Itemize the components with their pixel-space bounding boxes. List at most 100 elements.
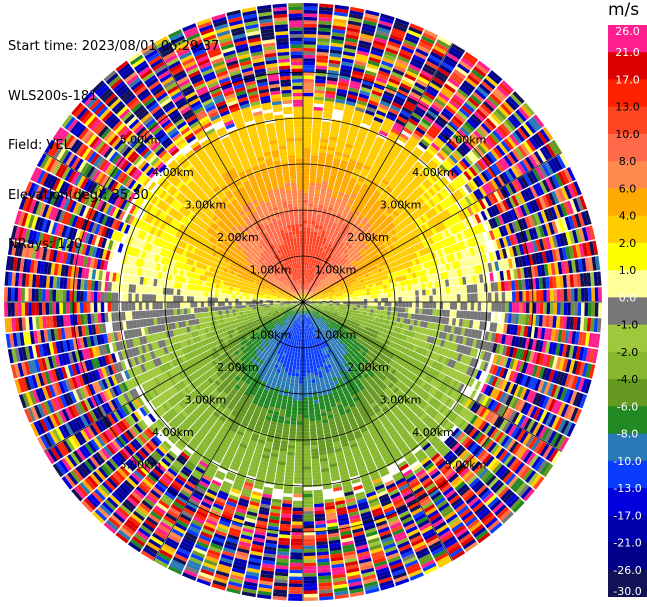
velocity-gate: [482, 243, 489, 253]
velocity-gate: [321, 271, 325, 275]
velocity-gate: [443, 144, 453, 154]
velocity-gate: [442, 86, 454, 96]
velocity-gate: [422, 32, 437, 42]
velocity-gate: [312, 124, 322, 129]
velocity-gate: [371, 164, 380, 172]
velocity-gate: [439, 295, 444, 302]
velocity-gate: [495, 227, 502, 238]
velocity-gate: [442, 58, 456, 69]
velocity-gate: [532, 168, 542, 182]
velocity-gate: [307, 272, 310, 277]
velocity-gate: [434, 73, 447, 83]
velocity-gate: [312, 274, 316, 278]
velocity-gate: [500, 103, 512, 116]
velocity-gate: [363, 256, 369, 262]
velocity-gate: [368, 257, 374, 263]
velocity-gate: [333, 272, 337, 277]
velocity-gate: [404, 174, 413, 183]
velocity-gate: [505, 223, 512, 235]
velocity-gate: [314, 279, 318, 283]
velocity-gate: [307, 217, 312, 221]
velocity-gate: [452, 224, 460, 234]
velocity-gate: [311, 285, 315, 289]
velocity-gate: [326, 288, 331, 292]
velocity-gate: [339, 74, 351, 81]
velocity-gate: [317, 261, 321, 266]
velocity-gate: [331, 225, 336, 231]
velocity-gate: [399, 213, 407, 220]
velocity-gate: [309, 293, 313, 297]
velocity-gate: [364, 161, 373, 168]
velocity-gate: [339, 304, 344, 307]
velocity-gate: [322, 303, 326, 305]
velocity-gate: [522, 158, 532, 171]
velocity-gate: [303, 237, 307, 242]
velocity-gate: [434, 42, 449, 52]
velocity-gate: [328, 203, 335, 208]
velocity-gate: [351, 288, 356, 292]
velocity-gate: [313, 274, 317, 279]
velocity-gate: [498, 237, 505, 249]
velocity-gate: [397, 135, 408, 144]
velocity-gate: [440, 248, 447, 257]
velocity-gate: [306, 362, 310, 367]
velocity-gate: [446, 156, 456, 167]
velocity-gate: [441, 161, 451, 171]
velocity-gate: [377, 252, 383, 258]
velocity-gate: [353, 230, 359, 236]
velocity-gate: [480, 103, 492, 115]
velocity-gate: [374, 113, 385, 120]
velocity-gate: [342, 293, 347, 296]
velocity-gate: [470, 293, 475, 302]
velocity-gate: [384, 306, 388, 311]
velocity-gate: [351, 225, 357, 231]
velocity-gate: [326, 276, 331, 280]
velocity-gate: [385, 185, 394, 193]
velocity-gate: [370, 167, 378, 175]
velocity-gate: [427, 253, 433, 261]
velocity-gate: [356, 161, 364, 168]
velocity-gate: [549, 302, 554, 315]
velocity-gate: [567, 288, 571, 302]
velocity-gate: [481, 293, 485, 302]
velocity-gate: [501, 302, 506, 313]
velocity-gate: [369, 126, 380, 133]
velocity-gate: [331, 32, 345, 38]
velocity-gate: [306, 286, 308, 290]
velocity-gate: [376, 313, 381, 319]
velocity-gate: [357, 132, 367, 139]
velocity-gate: [338, 245, 343, 250]
velocity-gate: [307, 283, 309, 287]
velocity-gate: [311, 455, 320, 460]
velocity-gate: [363, 76, 375, 84]
velocity-gate: [423, 29, 438, 39]
velocity-gate: [443, 255, 449, 264]
velocity-gate: [314, 283, 318, 287]
velocity-gate: [319, 262, 323, 267]
velocity-gate: [376, 310, 381, 314]
velocity-gate: [364, 231, 371, 237]
velocity-gate: [303, 296, 305, 300]
velocity-gate: [304, 331, 307, 336]
velocity-gate: [360, 271, 365, 276]
velocity-gate: [369, 275, 374, 280]
velocity-gate: [307, 220, 312, 225]
velocity-gate: [409, 231, 416, 239]
velocity-gate: [460, 294, 464, 302]
velocity-gate: [361, 83, 373, 90]
velocity-gate: [430, 142, 441, 152]
velocity-gate: [459, 60, 473, 71]
velocity-gate: [383, 310, 388, 316]
velocity-gate: [354, 198, 361, 205]
velocity-gate: [581, 288, 585, 302]
velocity-gate: [425, 201, 433, 210]
velocity-gate: [383, 120, 393, 128]
velocity-gate: [364, 204, 371, 211]
velocity-gate: [313, 278, 317, 283]
velocity-gate: [456, 147, 466, 157]
velocity-gate: [312, 291, 316, 295]
velocity-gate: [354, 284, 359, 288]
velocity-gate: [370, 183, 378, 190]
velocity-gate: [332, 253, 337, 259]
velocity-gate: [354, 110, 364, 116]
